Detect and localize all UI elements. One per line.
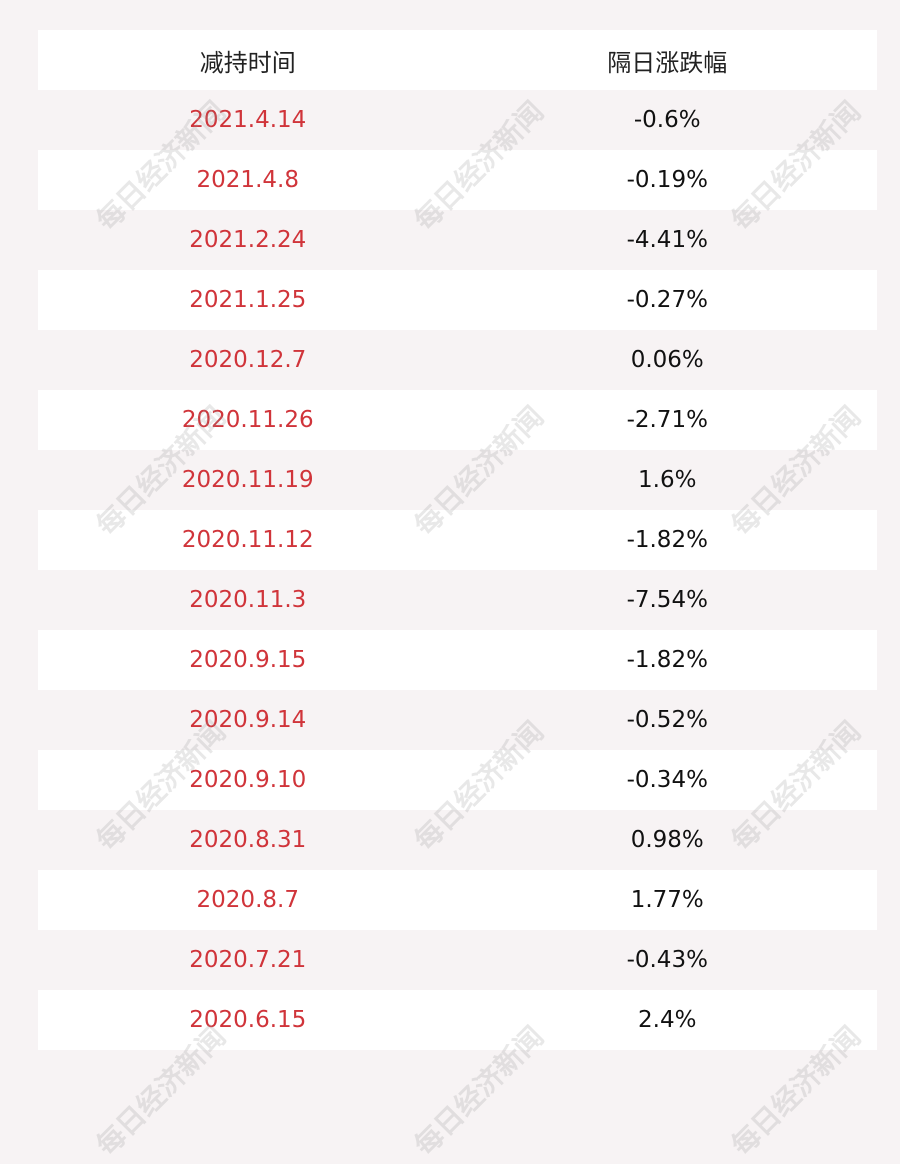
- change-cell: -0.52%: [626, 707, 708, 733]
- date-cell: 2020.8.31: [189, 827, 307, 853]
- header-cell: 减持时间: [199, 48, 296, 77]
- change-cell: -0.6%: [633, 107, 701, 133]
- date-cell: 2021.2.24: [189, 227, 307, 253]
- date-cell: 2020.11.3: [189, 587, 307, 613]
- table-row: 2021.2.24 -4.41%: [38, 210, 877, 270]
- date-cell: 2020.11.19: [181, 467, 314, 493]
- table-row: 2020.8.31 0.98%: [38, 810, 877, 870]
- date-cell: 2020.9.10: [189, 767, 307, 793]
- table-row: 2020.9.14 -0.52%: [38, 690, 877, 750]
- date-cell: 2020.11.12: [181, 527, 314, 553]
- change-cell: -1.82%: [626, 647, 708, 673]
- page: 减持时间 隔日涨跌幅 2021.4.14 -0.6% 2021.4.8 -0.19% 2…: [38, 30, 877, 1163]
- date-cell: 2020.8.7: [196, 887, 299, 913]
- change-cell: 2.4%: [638, 1007, 697, 1033]
- date-cell: 2021.1.25: [189, 287, 307, 313]
- change-cell: 1.6%: [638, 467, 697, 493]
- date-cell: 2020.6.15: [189, 1007, 307, 1033]
- table-row: 2020.11.19 1.6%: [38, 450, 877, 510]
- change-cell: -2.71%: [626, 407, 708, 433]
- table-row: 2020.9.15 -1.82%: [38, 630, 877, 690]
- change-cell: -1.82%: [626, 527, 708, 553]
- change-cell: 0.06%: [630, 347, 704, 373]
- date-cell: 2020.11.26: [181, 407, 314, 433]
- date-cell: 2021.4.8: [196, 167, 299, 193]
- date-cell: 2020.9.15: [189, 647, 307, 673]
- change-cell: -0.34%: [626, 767, 708, 793]
- change-cell: -7.54%: [626, 587, 708, 613]
- table-row: 2020.11.26 -2.71%: [38, 390, 877, 450]
- change-cell: -0.19%: [626, 167, 708, 193]
- date-cell: 2020.12.7: [189, 347, 307, 373]
- table: 减持时间 隔日涨跌幅 2021.4.14 -0.6% 2021.4.8 -0.19% 2…: [38, 30, 877, 1050]
- change-cell: -0.43%: [626, 947, 708, 973]
- table-row: 2021.1.25 -0.27%: [38, 270, 877, 330]
- table-row: 2021.4.14 -0.6%: [38, 90, 877, 150]
- header-row: 减持时间 隔日涨跌幅: [38, 30, 877, 90]
- table-row: 2020.11.3 -7.54%: [38, 570, 877, 630]
- date-cell: 2020.9.14: [189, 707, 307, 733]
- change-cell: -4.41%: [626, 227, 708, 253]
- table-row: 2020.8.7 1.77%: [38, 870, 877, 930]
- change-cell: 0.98%: [630, 827, 704, 853]
- change-cell: -0.27%: [626, 287, 708, 313]
- table-row: 2021.4.8 -0.19%: [38, 150, 877, 210]
- change-cell: 1.77%: [630, 887, 704, 913]
- table-row: 2020.6.15 2.4%: [38, 990, 877, 1050]
- header-cell: 隔日涨跌幅: [607, 48, 728, 77]
- date-cell: 2021.4.14: [189, 107, 307, 133]
- table-row: 2020.7.21 -0.43%: [38, 930, 877, 990]
- table-row: 2020.11.12 -1.82%: [38, 510, 877, 570]
- table-row: 2020.12.7 0.06%: [38, 330, 877, 390]
- table-row: 2020.9.10 -0.34%: [38, 750, 877, 810]
- date-cell: 2020.7.21: [189, 947, 307, 973]
